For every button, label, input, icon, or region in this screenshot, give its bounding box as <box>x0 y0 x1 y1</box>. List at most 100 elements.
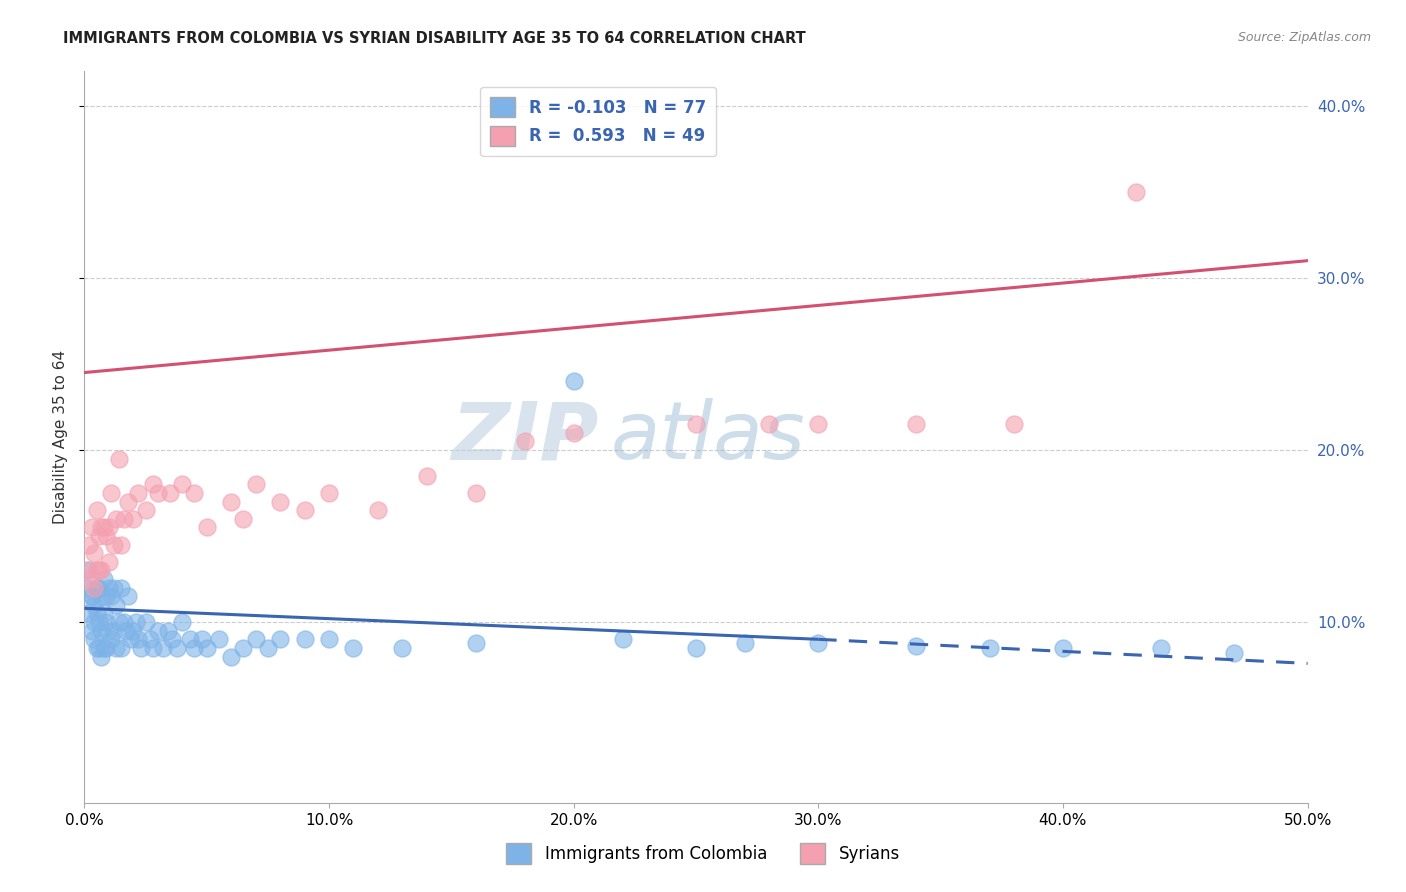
Point <box>93 640 115 655</box>
Point <box>127 632 149 647</box>
Point <box>105 640 128 655</box>
Point <box>758 417 780 432</box>
Point <box>142 640 165 655</box>
Point <box>87 564 110 578</box>
Point <box>183 486 205 500</box>
Point <box>86 564 108 578</box>
Point <box>367 503 389 517</box>
Point <box>76 581 98 595</box>
Point <box>80 624 103 638</box>
Point <box>120 632 142 647</box>
Point <box>83 598 105 612</box>
Point <box>232 512 254 526</box>
Point <box>979 640 1001 655</box>
Point <box>125 615 148 629</box>
Point <box>269 632 291 647</box>
Point <box>96 615 118 629</box>
Point <box>1002 417 1025 432</box>
Point <box>87 529 110 543</box>
Point <box>86 607 108 621</box>
Text: IMMIGRANTS FROM COLOMBIA VS SYRIAN DISABILITY AGE 35 TO 64 CORRELATION CHART: IMMIGRANTS FROM COLOMBIA VS SYRIAN DISAB… <box>63 31 806 46</box>
Point <box>685 640 707 655</box>
Point <box>294 503 316 517</box>
Point <box>269 494 291 508</box>
Point <box>80 589 103 603</box>
Point <box>93 572 115 586</box>
Point <box>93 607 115 621</box>
Point <box>1052 640 1074 655</box>
Point <box>905 639 928 653</box>
Point <box>318 486 340 500</box>
Point <box>257 640 280 655</box>
Point <box>146 486 169 500</box>
Point <box>142 477 165 491</box>
Point <box>117 589 139 603</box>
Point <box>195 640 218 655</box>
Point <box>77 572 100 586</box>
Point <box>219 494 242 508</box>
Point <box>139 632 162 647</box>
Point <box>342 640 364 655</box>
Point <box>391 640 413 655</box>
Point <box>115 624 138 638</box>
Point <box>905 417 928 432</box>
Point <box>146 624 169 638</box>
Text: ZIP: ZIP <box>451 398 598 476</box>
Point <box>87 581 110 595</box>
Point <box>156 624 179 638</box>
Point <box>96 589 118 603</box>
Point <box>90 564 112 578</box>
Point <box>127 486 149 500</box>
Point <box>208 632 231 647</box>
Point <box>100 486 122 500</box>
Point <box>112 615 135 629</box>
Point <box>513 434 536 449</box>
Point <box>90 589 112 603</box>
Point <box>86 503 108 517</box>
Point <box>122 624 145 638</box>
Point <box>152 640 174 655</box>
Point <box>318 632 340 647</box>
Point <box>110 581 132 595</box>
Point <box>77 564 100 578</box>
Point <box>1150 640 1173 655</box>
Point <box>110 640 132 655</box>
Point <box>105 598 128 612</box>
Point <box>129 640 152 655</box>
Point <box>464 636 486 650</box>
Point <box>562 374 585 388</box>
Point <box>90 649 112 664</box>
Point <box>107 615 129 629</box>
Point <box>103 538 125 552</box>
Point <box>96 640 118 655</box>
Point <box>96 529 118 543</box>
Point <box>90 520 112 534</box>
Point <box>80 520 103 534</box>
Point <box>77 538 100 552</box>
Point <box>1223 646 1246 660</box>
Point <box>685 417 707 432</box>
Point <box>86 581 108 595</box>
Point <box>97 555 120 569</box>
Point <box>103 581 125 595</box>
Point <box>195 520 218 534</box>
Point <box>117 494 139 508</box>
Legend: R = -0.103   N = 77, R =  0.593   N = 49: R = -0.103 N = 77, R = 0.593 N = 49 <box>481 87 716 156</box>
Point <box>83 546 105 560</box>
Point <box>179 632 201 647</box>
Point <box>107 451 129 466</box>
Point <box>172 477 194 491</box>
Point <box>97 624 120 638</box>
Point <box>135 615 157 629</box>
Point <box>83 615 105 629</box>
Point <box>183 640 205 655</box>
Point <box>807 636 830 650</box>
Point <box>105 512 128 526</box>
Point <box>112 512 135 526</box>
Point <box>219 649 242 664</box>
Point <box>87 615 110 629</box>
Point <box>232 640 254 655</box>
Point <box>166 640 188 655</box>
Y-axis label: Disability Age 35 to 64: Disability Age 35 to 64 <box>53 350 69 524</box>
Point <box>87 640 110 655</box>
